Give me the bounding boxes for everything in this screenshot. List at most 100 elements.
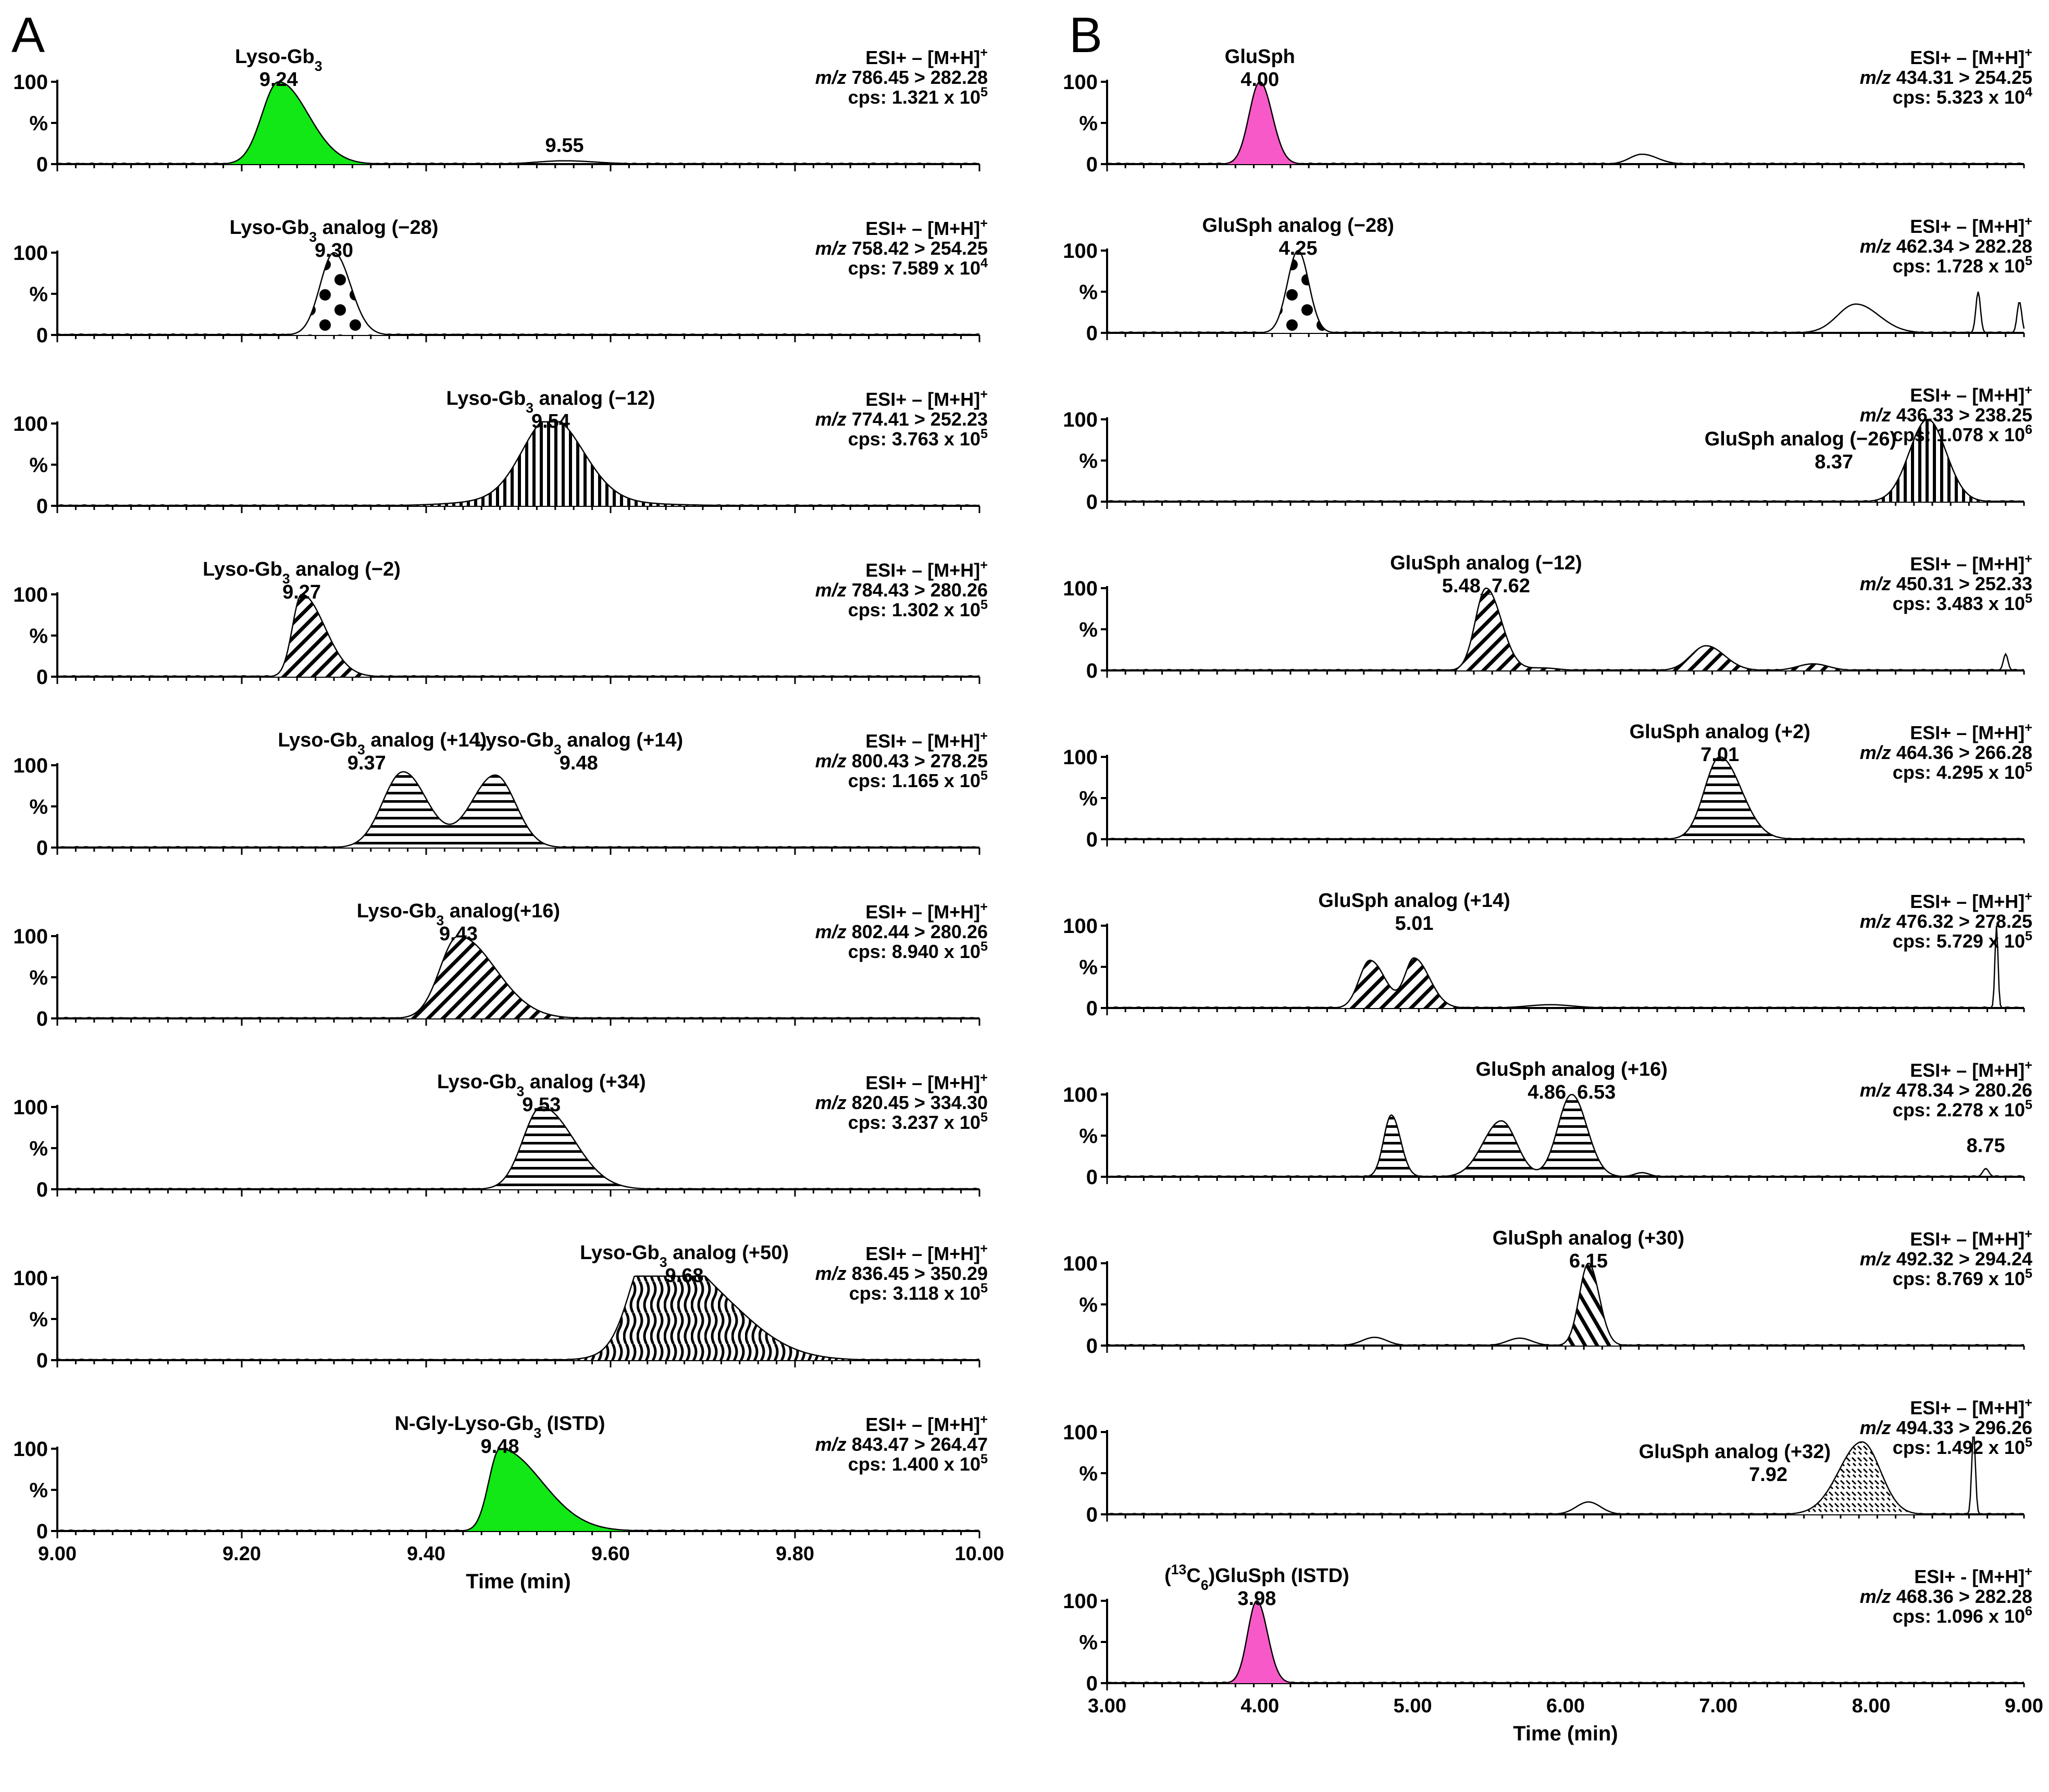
retention-time: 9.30 [315, 240, 353, 262]
mz-transition: m/z 436.33 > 238.25 [1860, 404, 2032, 426]
compound-name: Lyso-Gb3 analog (−12) [446, 388, 655, 416]
y-tick-label: 100 [1063, 746, 1098, 769]
trace-line [1107, 587, 2025, 671]
retention-time: 5.48_7.62 [1442, 575, 1530, 597]
y-axis-label: % [1079, 112, 1098, 135]
x-tick-label: 9.80 [776, 1543, 814, 1565]
y-axis-label: % [1079, 1462, 1098, 1485]
retention-time: 9.68 [665, 1265, 704, 1287]
trace-9: 100 0% ESI+ – [M+H]+m/z 494.33 > 296.26cps… [1063, 1396, 2032, 1526]
trace-8: 100 0% ESI+ – [M+H]+m/z 836.45 > 350.29cps… [13, 1241, 988, 1372]
cps-value: cps: 1.728 x 105 [1893, 254, 2032, 277]
trace-5: 100 0% ESI+ – [M+H]+m/z 800.43 > 278.25cps… [13, 729, 988, 860]
trace-9: 100 0% ESI+ – [M+H]+m/z 843.47 > 264.47cps… [13, 1412, 988, 1543]
peak-fill [1559, 1263, 1623, 1346]
ion-mode-label: ESI+ – [M+H]+ [1910, 889, 2032, 912]
retention-time: 9.54 [531, 410, 570, 432]
cps-value: cps: 3.118 x 105 [849, 1281, 988, 1304]
y-tick-label: 100 [1063, 1421, 1098, 1444]
peak-fill [272, 594, 376, 677]
cps-value: cps: 1.400 x 105 [848, 1452, 988, 1475]
retention-time: 9.37 [347, 752, 386, 774]
y-tick-label: 100 [13, 1096, 48, 1119]
mz-transition: m/z 434.31 > 254.25 [1860, 67, 2032, 88]
trace-1: 100 0% ESI+ – [M+H]+m/z 786.45 > 282.28cps… [13, 45, 988, 176]
x-axis-label: Time (min) [466, 1570, 571, 1593]
peak-fill [1789, 1442, 1921, 1514]
x-tick-label: 10.00 [954, 1543, 1004, 1565]
ion-mode-label: ESI+ – [M+H]+ [1910, 45, 2032, 68]
ion-mode-label: ESI+ – [M+H]+ [1910, 1396, 2032, 1418]
trace-1: 100 0% ESI+ – [M+H]+m/z 434.31 > 254.25cps… [1063, 45, 2032, 176]
ion-mode-label: ESI+ – [M+H]+ [1910, 1227, 2032, 1250]
cps-value: cps: 1.321 x 105 [848, 85, 988, 108]
x-tick-label: 3.00 [1088, 1695, 1126, 1717]
y-tick-label: 100 [1063, 408, 1098, 431]
panel-a-letter: A [11, 7, 45, 63]
y-axis-label: % [1079, 956, 1098, 979]
retention-time: 9.24 [259, 69, 298, 91]
peak-fill [225, 82, 374, 164]
y-tick-label: 0 [36, 495, 48, 518]
y-tick-label: 100 [13, 242, 48, 265]
trace-3: 100 0% ESI+ – [M+H]+m/z 436.33 > 238.25cps… [1063, 383, 2032, 514]
y-tick-label: 100 [13, 925, 48, 948]
x-tick-label: 9.20 [222, 1543, 261, 1565]
trace-line [57, 252, 980, 336]
y-tick-label: 0 [36, 666, 48, 689]
y-tick-label: 0 [36, 1007, 48, 1030]
mz-transition: m/z 462.34 > 282.28 [1860, 235, 2032, 257]
peak-fill [1367, 1115, 1421, 1177]
mz-transition: m/z 478.34 > 280.26 [1860, 1079, 2032, 1101]
y-axis-label: % [1079, 1125, 1098, 1148]
peak-fill [1227, 1601, 1292, 1683]
retention-time: 7.92 [1749, 1464, 1787, 1486]
cps-value: cps: 8.769 x 105 [1893, 1266, 2032, 1289]
retention-time: 9.53 [522, 1094, 561, 1116]
cps-value: cps: 1.165 x 105 [848, 768, 988, 791]
trace-7: 100 0% ESI+ – [M+H]+m/z 820.45 > 334.30cps… [13, 1071, 988, 1201]
trace-7: 100 0% ESI+ – [M+H]+m/z 478.34 > 280.26cps… [1063, 1058, 2032, 1189]
ion-mode-label: ESI+ – [M+H]+ [865, 1241, 988, 1264]
trace-line [1107, 1436, 2025, 1515]
peak-fill [399, 936, 577, 1018]
trace-4: 100 0% ESI+ – [M+H]+m/z 784.43 > 280.26cps… [13, 558, 988, 689]
x-tick-label: 8.00 [1852, 1695, 1891, 1717]
retention-time: 9.43 [439, 923, 478, 945]
trace-line [57, 421, 980, 507]
y-axis-label: % [29, 454, 48, 477]
retention-time: 7.01 [1700, 744, 1739, 766]
cps-value: cps: 2.278 x 105 [1893, 1098, 2032, 1121]
compound-name: GluSph analog (−12) [1390, 552, 1582, 574]
mz-transition: m/z 836.45 > 350.29 [815, 1263, 988, 1284]
retention-time: 4.25 [1279, 238, 1318, 259]
ion-mode-label: ESI+ – [M+H]+ [865, 216, 988, 239]
ion-mode-label: ESI+ – [M+H]+ [865, 729, 988, 752]
ion-mode-label: ESI+ – [M+H]+ [865, 1412, 988, 1435]
peak-fill [588, 1276, 736, 1360]
cps-value: cps: 1.096 x 106 [1893, 1604, 2032, 1627]
y-tick-label: 100 [1063, 1084, 1098, 1106]
trace-2: 100 0% ESI+ – [M+H]+m/z 462.34 > 282.28cps… [1063, 214, 2032, 345]
peak-fill [1385, 957, 1463, 1008]
x-tick-label: 9.40 [407, 1543, 445, 1565]
trace-3: 100 0% ESI+ – [M+H]+m/z 774.41 > 252.23cps… [13, 387, 988, 518]
mz-transition: m/z 468.36 > 282.28 [1860, 1586, 2032, 1607]
y-axis-label: % [29, 1479, 48, 1502]
y-axis-label: % [1079, 1293, 1098, 1316]
compound-name: GluSph analog (−28) [1202, 215, 1394, 237]
trace-line [1107, 1263, 2025, 1347]
mz-transition: m/z 784.43 > 280.26 [815, 579, 988, 601]
retention-time: 4.00 [1240, 69, 1279, 91]
trace-line [1107, 925, 2025, 1009]
trace-line [1107, 250, 2025, 334]
trace-line [57, 1448, 980, 1532]
trace-line [1107, 1600, 2025, 1684]
y-axis-label: % [29, 625, 48, 648]
trace-line [1107, 756, 2025, 840]
y-tick-label: 100 [13, 754, 48, 777]
retention-time: 9.27 [282, 581, 321, 603]
y-tick-label: 0 [36, 153, 48, 176]
